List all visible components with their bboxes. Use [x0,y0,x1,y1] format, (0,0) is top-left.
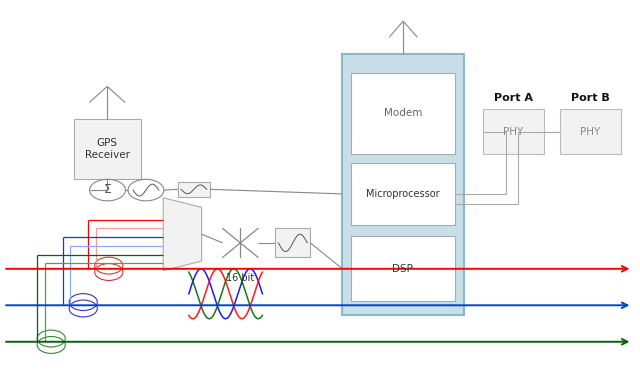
Bar [351,73,455,154]
Bar [483,109,544,154]
Text: $\Sigma$: $\Sigma$ [103,183,112,196]
Text: Port A: Port A [494,93,532,103]
Bar [342,54,464,315]
Polygon shape [163,198,202,271]
Text: PHY: PHY [504,126,524,137]
Text: Microprocessor: Microprocessor [366,189,440,199]
Bar [351,236,455,301]
Bar [560,109,621,154]
Text: PHY: PHY [580,126,600,137]
Text: Port B: Port B [571,93,609,103]
Text: DSP: DSP [392,264,413,274]
Bar [275,228,310,257]
Bar [74,119,141,179]
Bar [351,163,455,225]
Text: Modem: Modem [384,108,422,118]
Text: 16 bit: 16 bit [226,273,255,283]
Text: GPS
Receiver: GPS Receiver [84,138,130,160]
Bar [178,182,210,197]
